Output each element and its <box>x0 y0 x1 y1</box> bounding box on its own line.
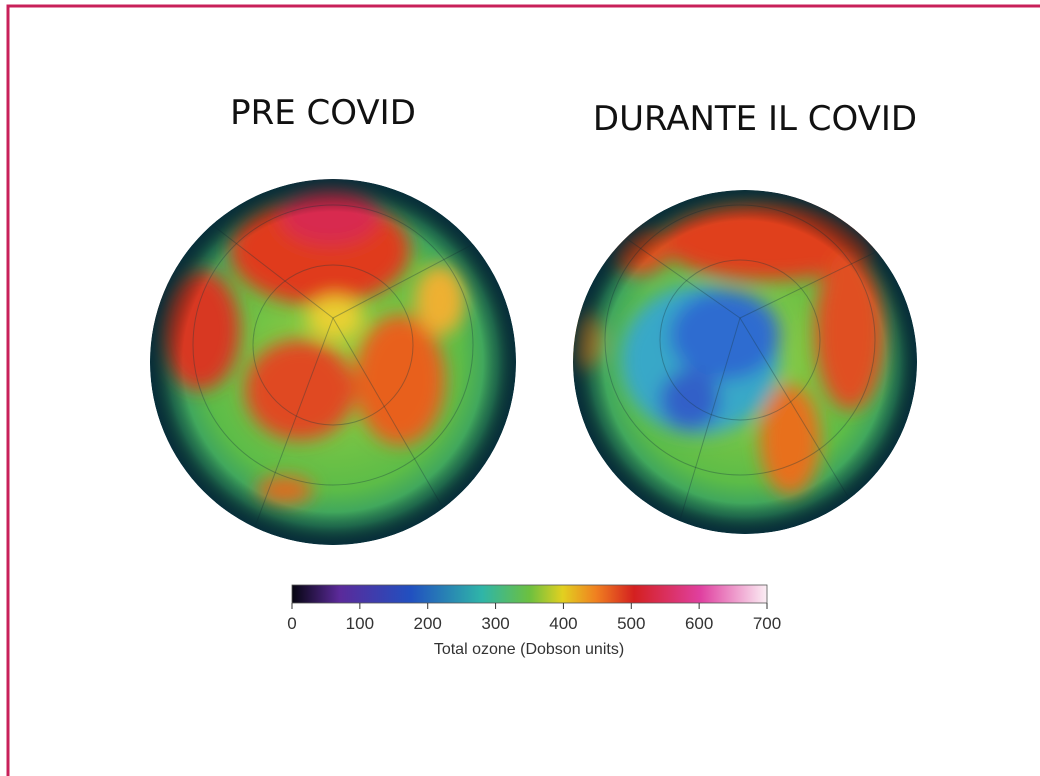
globe-pre-covid <box>150 179 516 545</box>
colorbar-tick-label: 0 <box>287 614 296 633</box>
colorbar-tick-label: 400 <box>549 614 577 633</box>
slide: PRE COVID DURANTE IL COVID <box>0 0 1040 776</box>
panel-title: DURANTE IL COVID <box>593 99 917 139</box>
panel-title: PRE COVID <box>230 93 416 133</box>
colorbar-tick-label: 700 <box>753 614 781 633</box>
colorbar <box>292 585 767 603</box>
colorbar-tick-label: 200 <box>414 614 442 633</box>
colorbar-tick-label: 600 <box>685 614 713 633</box>
colorbar-tick-label: 300 <box>481 614 509 633</box>
globe-durante-covid <box>560 190 917 534</box>
colorbar-tick-label: 100 <box>346 614 374 633</box>
colorbar-label: Total ozone (Dobson units) <box>434 641 624 658</box>
colorbar-tick-label: 500 <box>617 614 645 633</box>
